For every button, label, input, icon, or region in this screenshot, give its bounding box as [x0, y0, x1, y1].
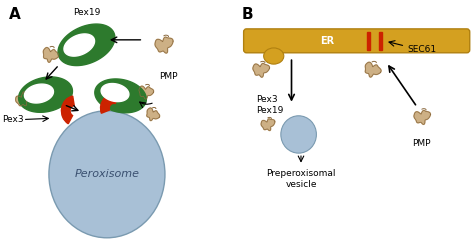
FancyBboxPatch shape — [244, 29, 470, 53]
Polygon shape — [95, 79, 146, 113]
Polygon shape — [43, 48, 59, 62]
Polygon shape — [155, 37, 173, 53]
Polygon shape — [139, 86, 154, 99]
Bar — [379, 32, 382, 50]
Polygon shape — [16, 93, 29, 106]
Polygon shape — [261, 119, 275, 130]
Polygon shape — [253, 63, 270, 77]
Circle shape — [49, 111, 165, 238]
Polygon shape — [18, 77, 73, 112]
Circle shape — [281, 116, 316, 153]
Polygon shape — [365, 62, 381, 77]
Polygon shape — [58, 24, 115, 65]
Text: B: B — [242, 7, 254, 22]
Text: ER: ER — [320, 36, 334, 46]
Text: Preperoxisomal
vesicle: Preperoxisomal vesicle — [266, 169, 336, 189]
Polygon shape — [25, 84, 54, 103]
Text: A: A — [9, 7, 21, 22]
Text: Pex3
Pex19: Pex3 Pex19 — [256, 95, 283, 116]
Ellipse shape — [264, 48, 284, 64]
Polygon shape — [101, 83, 129, 102]
Wedge shape — [100, 94, 118, 113]
Wedge shape — [62, 96, 74, 124]
Bar — [367, 32, 371, 50]
Text: PMP: PMP — [412, 139, 431, 148]
Text: Pex3: Pex3 — [2, 115, 24, 124]
Text: SEC61: SEC61 — [408, 45, 437, 54]
Text: Pex19: Pex19 — [73, 8, 100, 17]
Text: Peroxisome: Peroxisome — [74, 169, 139, 179]
Polygon shape — [64, 34, 94, 56]
Polygon shape — [147, 108, 160, 121]
Polygon shape — [414, 111, 430, 124]
Text: PMP: PMP — [159, 72, 178, 81]
